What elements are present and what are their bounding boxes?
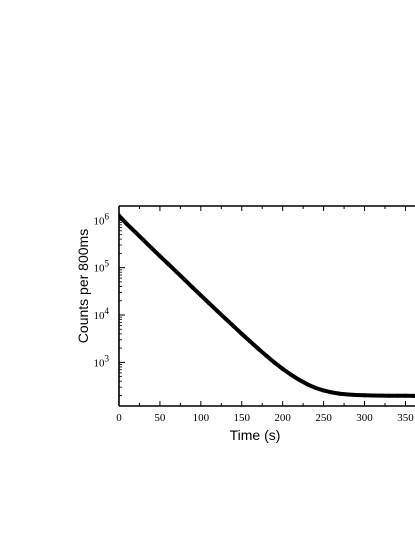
data-point	[403, 394, 407, 398]
y-tick-label: 104	[94, 306, 110, 322]
data-point	[322, 388, 326, 392]
data-point	[297, 378, 301, 382]
data-point	[354, 393, 358, 397]
data-point	[182, 278, 186, 282]
series-layer	[117, 214, 415, 398]
x-tick-label: 200	[274, 412, 291, 424]
data-point	[313, 386, 317, 390]
x-tick-label: 250	[315, 412, 332, 424]
data-point	[346, 392, 350, 396]
data-point	[125, 222, 129, 226]
data-point	[395, 394, 399, 398]
data-point	[330, 390, 334, 394]
y-tick-label: 105	[94, 259, 110, 275]
data-point	[191, 286, 195, 290]
data-point	[174, 270, 178, 274]
data-point	[289, 373, 293, 377]
x-tick-label: 350	[397, 412, 414, 424]
data-point	[133, 230, 137, 234]
data-point	[363, 393, 367, 397]
data-point	[150, 246, 154, 250]
data-point	[248, 339, 252, 343]
x-tick-label: 0	[116, 412, 122, 424]
data-point	[379, 394, 383, 398]
data-point	[232, 324, 236, 328]
data-point	[199, 293, 203, 297]
x-tick-label: 150	[234, 412, 251, 424]
data-point	[338, 392, 342, 396]
y-axis-title: Counts per 800ms	[75, 229, 91, 343]
data-point	[371, 393, 375, 397]
data-point	[305, 382, 309, 386]
data-point	[256, 347, 260, 351]
data-point	[166, 262, 170, 266]
y-tick-label: 106	[94, 211, 110, 227]
y-tick-label: 103	[94, 353, 110, 369]
data-point	[240, 332, 244, 336]
data-point	[215, 309, 219, 313]
data-point	[207, 301, 211, 305]
data-point	[142, 238, 146, 242]
data-point	[223, 317, 227, 321]
x-tick-label: 300	[356, 412, 373, 424]
data-point	[158, 254, 162, 258]
data-point	[264, 354, 268, 358]
x-tick-label: 100	[193, 412, 210, 424]
x-tick-label: 50	[154, 412, 166, 424]
x-axis-title: Time (s)	[230, 427, 281, 443]
data-point	[387, 394, 391, 398]
data-point	[281, 367, 285, 371]
decay-series-line	[119, 216, 415, 396]
data-point	[273, 361, 277, 365]
